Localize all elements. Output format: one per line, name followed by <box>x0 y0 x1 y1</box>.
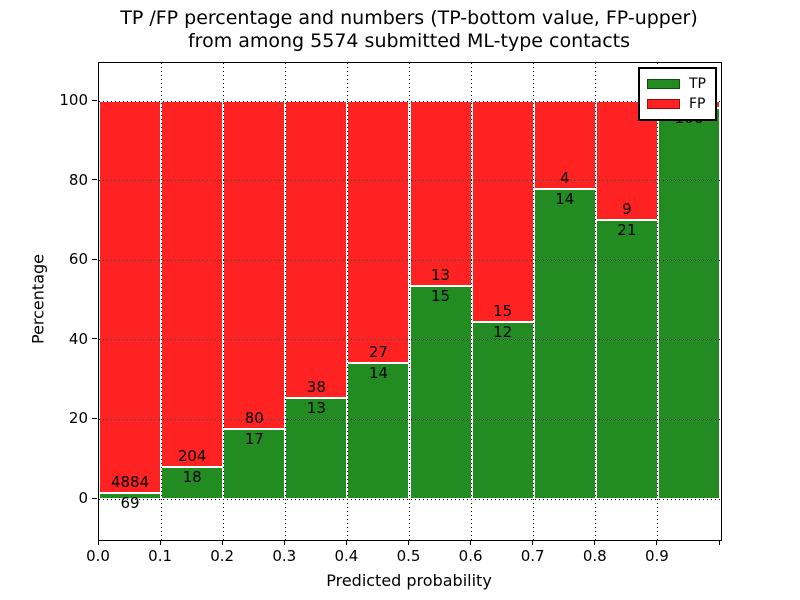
x-tick-label: 0.5 <box>396 547 421 565</box>
x-tick <box>345 540 347 545</box>
fp-count-label: 27 <box>368 343 388 362</box>
x-tick-label: 0.7 <box>520 547 545 565</box>
y-gridline <box>99 180 721 182</box>
x-gridline <box>471 63 473 540</box>
x-tick <box>97 540 99 545</box>
fp-bar-segment <box>161 101 224 467</box>
fp-count-label: 15 <box>493 302 513 321</box>
y-gridline <box>99 259 721 261</box>
x-tick <box>283 540 285 545</box>
x-tick <box>470 540 472 545</box>
x-tick-label: 0.6 <box>458 547 483 565</box>
y-gridline <box>99 418 721 420</box>
tp-bar-segment <box>657 108 720 499</box>
tp-bar-segment <box>223 429 286 499</box>
legend: TP FP <box>638 67 717 121</box>
x-tick-label: 0.3 <box>272 547 297 565</box>
legend-item-tp: TP <box>647 74 706 94</box>
x-gridline <box>346 63 348 540</box>
tp-bar-segment <box>161 466 224 499</box>
tp-bar-segment <box>285 397 348 499</box>
y-tick <box>92 179 97 181</box>
x-tick-label: 0.8 <box>582 547 607 565</box>
x-gridline <box>595 63 597 540</box>
y-tick-label: 80 <box>68 170 88 189</box>
tp-bar-segment <box>471 322 534 499</box>
fp-bar-segment <box>347 101 410 364</box>
fp-count-label: 4 <box>559 169 570 188</box>
y-tick <box>92 258 97 260</box>
x-gridline <box>222 63 224 540</box>
fp-bar-segment <box>533 101 596 190</box>
x-tick-label: 0.4 <box>334 547 359 565</box>
fp-count-label: 204 <box>177 446 207 465</box>
chart-title-line2: from among 5574 submitted ML-type contac… <box>187 30 631 52</box>
y-tick-label: 40 <box>68 329 88 348</box>
fp-swatch-icon <box>647 99 680 109</box>
fp-bar-segment <box>99 101 162 494</box>
y-tick-label: 20 <box>68 409 88 428</box>
x-tick-label: 0.9 <box>644 547 669 565</box>
x-gridline <box>160 63 162 540</box>
tp-bar-segment <box>533 189 596 499</box>
y-gridline <box>99 100 721 102</box>
fp-count-label: 9 <box>622 200 632 219</box>
x-gridline <box>284 63 286 540</box>
x-tick <box>594 540 596 545</box>
tp-swatch-icon <box>647 79 680 89</box>
x-tick <box>221 540 223 545</box>
fp-bar-segment <box>409 101 472 286</box>
tp-count-label: 12 <box>493 323 513 342</box>
y-gridline <box>99 498 721 500</box>
fp-count-label: 80 <box>244 409 264 428</box>
x-gridline <box>533 63 535 540</box>
fp-bar-segment <box>223 101 286 430</box>
x-tick <box>656 540 658 545</box>
tp-count-label: 14 <box>368 364 388 383</box>
tp-count-label: 13 <box>306 398 326 417</box>
x-tick <box>718 540 720 545</box>
x-tick <box>408 540 409 545</box>
tp-count-label: 14 <box>555 190 575 209</box>
legend-label-fp: FP <box>689 96 706 112</box>
tp-bar-segment <box>409 285 472 499</box>
tp-count-label: 17 <box>244 430 264 449</box>
tp-count-label: 21 <box>617 221 637 240</box>
chart-title-line1: TP /FP percentage and numbers (TP-bottom… <box>120 7 698 29</box>
legend-label-tp: TP <box>689 76 706 92</box>
x-tick <box>159 540 161 545</box>
tp-count-label: 69 <box>120 494 140 513</box>
x-tick-label: 0.0 <box>86 547 110 565</box>
y-tick-label: 100 <box>59 91 88 109</box>
legend-item-fp: FP <box>647 94 706 114</box>
fp-count-label: 13 <box>431 265 451 284</box>
y-tick <box>92 497 97 499</box>
fp-count-label: 38 <box>306 377 326 396</box>
x-axis-label: Predicted probability <box>326 571 492 590</box>
tp-bar-segment <box>595 220 658 499</box>
fp-bar-segment <box>285 101 348 398</box>
y-tick <box>92 99 97 101</box>
x-gridline <box>409 63 410 540</box>
chart-title: TP /FP percentage and numbers (TP-bottom… <box>98 7 720 53</box>
tp-count-label: 18 <box>182 467 202 486</box>
x-tick <box>532 540 534 545</box>
fp-count-label: 4884 <box>110 473 150 492</box>
tp-bar-segment <box>347 363 410 499</box>
y-tick <box>92 417 97 419</box>
y-tick-label: 0 <box>78 489 88 507</box>
x-tick-label: 0.2 <box>210 547 235 565</box>
tp-count-label: 15 <box>431 286 451 305</box>
x-tick-label: 0.1 <box>148 547 173 565</box>
y-tick <box>92 338 97 340</box>
x-gridline <box>657 63 659 540</box>
y-gridline <box>99 339 721 341</box>
fp-bar-segment <box>471 101 534 323</box>
y-tick-label: 60 <box>68 250 88 269</box>
plot-area: 4884692041880173813271413151512414921106… <box>98 62 722 541</box>
